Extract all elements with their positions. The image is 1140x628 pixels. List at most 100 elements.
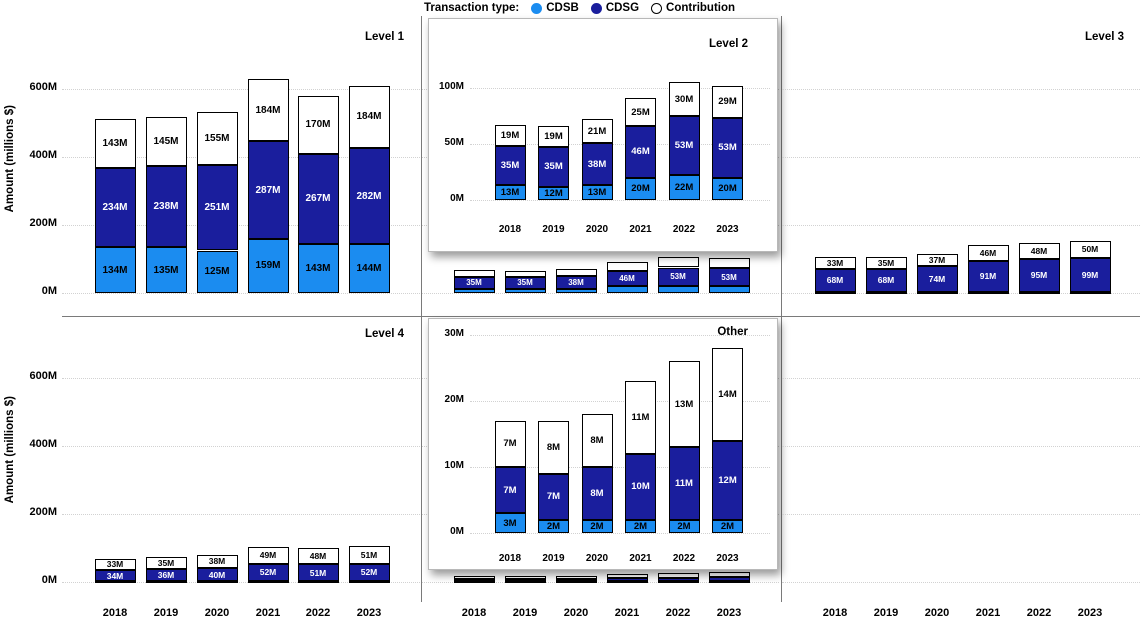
bar-segment-cdsb: 13M xyxy=(494,185,526,200)
x-tick-label: 2022 xyxy=(1026,607,1052,619)
bar-segment-cdsb: 22M xyxy=(668,175,700,200)
bar-segment-cdsb: 2M xyxy=(625,519,656,533)
inset-gridline xyxy=(470,467,770,468)
bar-segment-cdsg: 51M xyxy=(297,563,339,582)
inset-x-tick-label: 2020 xyxy=(585,224,609,235)
bar-segment-contribution xyxy=(708,258,750,269)
legend: Transaction type: CDSB CDSG Contribution xyxy=(424,2,735,14)
bar-segment-cdsg: 251M xyxy=(196,165,238,251)
gridline xyxy=(782,89,1140,90)
gridline xyxy=(782,378,1140,379)
panel-title: Other xyxy=(717,326,748,338)
bar-segment-cdsb: 125M xyxy=(196,250,238,293)
x-tick-label: 2020 xyxy=(563,607,589,619)
bar-segment-cdsb xyxy=(453,580,495,583)
bar-segment-contribution: 51M xyxy=(348,546,390,564)
bar-segment-contribution xyxy=(708,572,750,578)
y-tick-label: 0M xyxy=(41,574,57,586)
bar-segment-cdsg: 35M xyxy=(504,277,546,289)
inset-x-tick-label: 2022 xyxy=(672,553,696,564)
gridline xyxy=(782,446,1140,447)
bar-segment-contribution xyxy=(555,268,597,276)
bar-segment-cdsb: 143M xyxy=(297,244,339,293)
bar-segment-cdsg: 68M xyxy=(865,268,907,292)
bar-segment-contribution xyxy=(504,270,546,277)
panel-title: Level 3 xyxy=(1085,31,1124,43)
facet-divider-vertical-1 xyxy=(421,16,422,602)
bar-segment-cdsb: 134M xyxy=(94,247,136,293)
bar-segment-cdsg xyxy=(504,578,546,582)
x-tick-label: 2018 xyxy=(822,607,848,619)
inset-gridline xyxy=(470,88,770,89)
bar-segment-contribution: 155M xyxy=(196,112,238,166)
gridline xyxy=(782,293,1140,294)
bar-segment-cdsb: 13M xyxy=(581,185,613,200)
bar-segment-contribution xyxy=(453,576,495,579)
inset-x-tick-label: 2022 xyxy=(672,224,696,235)
bar-segment-cdsb xyxy=(453,288,495,293)
cdsb-legend-swatch-icon xyxy=(531,2,543,14)
x-tick-label: 2023 xyxy=(1077,607,1103,619)
bar-segment-cdsb xyxy=(865,291,907,294)
bar-segment-cdsb xyxy=(504,581,546,584)
bar-segment-cdsg: 35M xyxy=(453,276,495,289)
bar-segment-cdsg: 7M xyxy=(494,467,526,514)
inset-y-tick-label: 20M xyxy=(444,394,464,405)
gridline xyxy=(782,514,1140,515)
bar-segment-contribution: 8M xyxy=(538,420,569,474)
bar-segment-cdsb xyxy=(247,581,289,584)
bar-segment-cdsg: 46M xyxy=(625,126,656,178)
bar-segment-cdsb xyxy=(196,581,238,584)
facet-divider-horizontal xyxy=(62,316,1140,317)
bar-segment-cdsg: 53M xyxy=(668,116,700,176)
bar-segment-cdsg xyxy=(606,577,648,582)
gridline xyxy=(782,582,1140,583)
bar-segment-cdsg: 11M xyxy=(668,447,700,520)
contribution-legend-swatch-icon xyxy=(651,2,663,14)
bar-segment-cdsb xyxy=(297,581,339,584)
bar-segment-cdsg: 52M xyxy=(247,563,289,582)
bar-segment-cdsg: 267M xyxy=(297,153,339,245)
gridline xyxy=(62,582,420,583)
bar-segment-cdsb: 2M xyxy=(581,519,613,533)
bar-segment-cdsg: 53M xyxy=(712,118,743,178)
bar-segment-cdsb: 3M xyxy=(494,513,526,533)
bar-segment-cdsb xyxy=(555,581,597,584)
bar-segment-contribution: 50M xyxy=(1069,240,1111,258)
bar-segment-contribution: 143M xyxy=(94,119,136,168)
legend-item-cdsg: CDSG xyxy=(590,2,639,14)
inset-gridline xyxy=(470,335,770,336)
bar-segment-contribution xyxy=(657,573,699,578)
inset-gridline xyxy=(470,401,770,402)
bar-segment-contribution: 48M xyxy=(1018,243,1060,260)
bar-segment-cdsg: 35M xyxy=(538,147,569,187)
bar-segment-cdsb xyxy=(708,286,750,293)
x-tick-label: 2019 xyxy=(512,607,538,619)
y-tick-label: 600M xyxy=(29,81,57,93)
inset-x-tick-label: 2021 xyxy=(629,224,652,235)
bar-segment-contribution: 33M xyxy=(814,257,856,269)
legend-item-contribution: Contribution xyxy=(651,2,735,14)
bar-segment-cdsg: 34M xyxy=(94,569,136,582)
gridline xyxy=(62,514,420,515)
bar-segment-cdsb xyxy=(1018,291,1060,294)
bar-segment-cdsb: 144M xyxy=(348,244,390,293)
bar-segment-cdsb xyxy=(814,291,856,294)
x-tick-label: 2019 xyxy=(153,607,179,619)
bar-segment-cdsb xyxy=(657,285,699,293)
gridline xyxy=(62,446,420,447)
bar-segment-cdsb: 20M xyxy=(712,177,743,200)
x-tick-label: 2019 xyxy=(873,607,899,619)
bar-segment-contribution: 35M xyxy=(145,557,187,570)
bar-segment-contribution: 33M xyxy=(94,558,136,570)
inset-x-tick-label: 2018 xyxy=(498,224,522,235)
gridline xyxy=(62,225,420,226)
inset-gridline xyxy=(470,144,770,145)
bar-segment-cdsg: 68M xyxy=(814,268,856,292)
bar-segment-cdsb xyxy=(1069,291,1111,294)
bar-segment-cdsg: 46M xyxy=(606,270,648,287)
y-tick-label: 400M xyxy=(29,438,57,450)
bar-segment-contribution: 37M xyxy=(916,253,958,267)
inset-x-tick-label: 2021 xyxy=(629,553,652,564)
